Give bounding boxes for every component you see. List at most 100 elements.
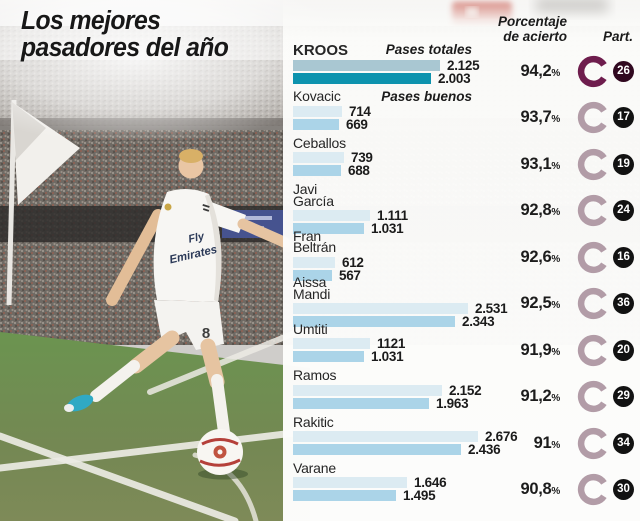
value-pases-totales: 2.531 xyxy=(475,301,508,317)
title-line-2: pasadores del año xyxy=(21,34,229,63)
player-row: Kovacic 714 669 93,7% 17 xyxy=(283,89,640,135)
value-pases-buenos: 567 xyxy=(339,267,361,283)
matches-played-badge: 29 xyxy=(613,386,634,408)
value-pases-totales: 2.676 xyxy=(485,429,518,444)
value-pases-totales: 1121 xyxy=(377,336,406,352)
value-pases-totales: 714 xyxy=(349,103,371,119)
accuracy-value: 92,8% xyxy=(520,201,560,220)
column-header-accuracy: Porcentaje de acierto xyxy=(497,14,567,45)
player-name: Ramos xyxy=(293,367,337,384)
matches-played-badge: 20 xyxy=(613,339,634,361)
accuracy-value: 92,6% xyxy=(520,247,560,266)
value-pases-totales: 739 xyxy=(351,150,373,166)
bar-pases-totales xyxy=(293,338,370,350)
bar-pases-totales xyxy=(293,105,342,117)
accuracy-ring-icon xyxy=(577,102,610,134)
value-pases-buenos: 1.031 xyxy=(371,221,404,237)
chart-panel: Porcentaje de acierto Part. Pases totale… xyxy=(283,0,640,521)
bar-pases-totales xyxy=(293,59,440,71)
matches-played-badge: 19 xyxy=(613,153,634,175)
player-row: Varane 1.646 1.495 90,8% 30 xyxy=(283,461,640,507)
accuracy-ring-icon xyxy=(577,55,610,88)
accuracy-value: 91,2% xyxy=(520,387,560,406)
bar-pases-buenos xyxy=(293,444,461,455)
value-pases-buenos: 1.495 xyxy=(403,488,436,504)
legend-pases-buenos: Pases buenos xyxy=(381,89,472,104)
bar-pases-totales xyxy=(293,152,344,164)
shorts-number: 8 xyxy=(202,325,210,342)
matches-played-badge: 34 xyxy=(613,432,634,454)
accuracy-ring-icon xyxy=(577,380,610,413)
bar-pases-buenos xyxy=(293,490,396,502)
value-pases-buenos: 2.343 xyxy=(462,314,495,330)
player-name: Kovacic xyxy=(293,88,341,105)
player-row: Umtiti 1121 1.031 91,9% 20 xyxy=(283,322,640,368)
accuracy-ring-icon xyxy=(577,288,610,320)
value-pases-buenos: 669 xyxy=(346,116,368,132)
accuracy-ring-icon xyxy=(577,148,610,181)
accuracy-ring-icon xyxy=(577,195,610,227)
value-pases-buenos: 2.436 xyxy=(468,442,501,457)
player-name: Aissa Mandi xyxy=(293,274,331,302)
bar-pases-buenos xyxy=(293,269,332,281)
player-name: Ceballos xyxy=(293,134,346,151)
value-pases-buenos: 2.003 xyxy=(438,70,471,86)
accuracy-header-line-2: de acierto xyxy=(503,28,567,44)
bar-pases-totales xyxy=(293,477,407,489)
accuracy-value: 94,2% xyxy=(520,62,560,80)
player-name: Fran Beltrán xyxy=(293,227,336,256)
title-line-1: Los mejores xyxy=(21,7,161,35)
matches-played-badge: 36 xyxy=(613,293,634,315)
matches-played-badge: 30 xyxy=(613,478,634,500)
player-row: KROOS 2.125 2.003 94,2% 26 xyxy=(283,43,640,89)
bar-pases-buenos xyxy=(293,316,455,328)
matches-played-badge: 17 xyxy=(613,107,634,129)
football-icon xyxy=(197,429,248,480)
bar-pases-totales xyxy=(293,256,335,268)
accuracy-value: 93,7% xyxy=(520,108,560,127)
matches-played-badge: 26 xyxy=(613,61,634,82)
player-name: Rakitic xyxy=(293,413,334,430)
accuracy-header-line-1: Porcentaje xyxy=(497,14,567,29)
player-row: Javi García 1.111 1.031 92,8% 24 xyxy=(283,181,640,236)
svg-text:Fly: Fly xyxy=(187,230,206,245)
value-pases-totales: 1.646 xyxy=(414,475,447,491)
player-name: Varane xyxy=(293,459,336,476)
bar-pases-buenos xyxy=(293,165,341,177)
player-rows: KROOS 2.125 2.003 94,2% 26 Kovacic 714 6… xyxy=(283,43,640,507)
value-pases-totales: 612 xyxy=(342,254,364,270)
adidas-logo-icon xyxy=(202,203,210,212)
legend-pases-totales: Pases totales xyxy=(385,42,472,57)
bar-pases-totales xyxy=(293,384,442,396)
player-row: Ceballos 739 688 93,1% 19 xyxy=(283,136,640,182)
player-row: Aissa Mandi 2.531 2.343 92,5% 36 xyxy=(283,274,640,329)
accuracy-ring-icon xyxy=(577,427,610,459)
value-pases-buenos: 1.031 xyxy=(371,349,404,365)
player-name: KROOS xyxy=(293,42,349,59)
player-row: Ramos 2.152 1.963 91,2% 29 xyxy=(283,368,640,414)
player-name: Javi García xyxy=(293,181,334,209)
value-pases-totales: 2.125 xyxy=(447,57,480,73)
accuracy-value: 91% xyxy=(533,433,561,452)
accuracy-ring-icon xyxy=(577,241,610,273)
bar-pases-buenos xyxy=(293,72,431,84)
accuracy-ring-icon xyxy=(577,334,610,366)
accuracy-value: 91,9% xyxy=(520,340,560,359)
player-row: Fran Beltrán 612 567 92,6% 16 xyxy=(283,227,640,283)
matches-played-badge: 24 xyxy=(613,200,634,222)
accuracy-value: 92,5% xyxy=(520,294,560,313)
accuracy-value: 93,1% xyxy=(520,154,560,173)
accuracy-ring-icon xyxy=(577,473,610,506)
matches-played-badge: 16 xyxy=(613,246,634,268)
value-pases-totales: 2.152 xyxy=(449,382,482,398)
page-title: Los mejores pasadores del año xyxy=(21,7,229,63)
player-name: Umtiti xyxy=(293,320,328,337)
bar-pases-buenos xyxy=(293,223,364,235)
bar-pases-buenos xyxy=(293,118,339,130)
bar-pases-buenos xyxy=(293,397,429,409)
bar-pases-totales xyxy=(293,303,468,315)
bar-pases-buenos xyxy=(293,351,364,363)
player-row: Rakitic 2.676 2.436 91% 34 xyxy=(283,415,640,461)
column-header-part: Part. xyxy=(602,29,633,44)
